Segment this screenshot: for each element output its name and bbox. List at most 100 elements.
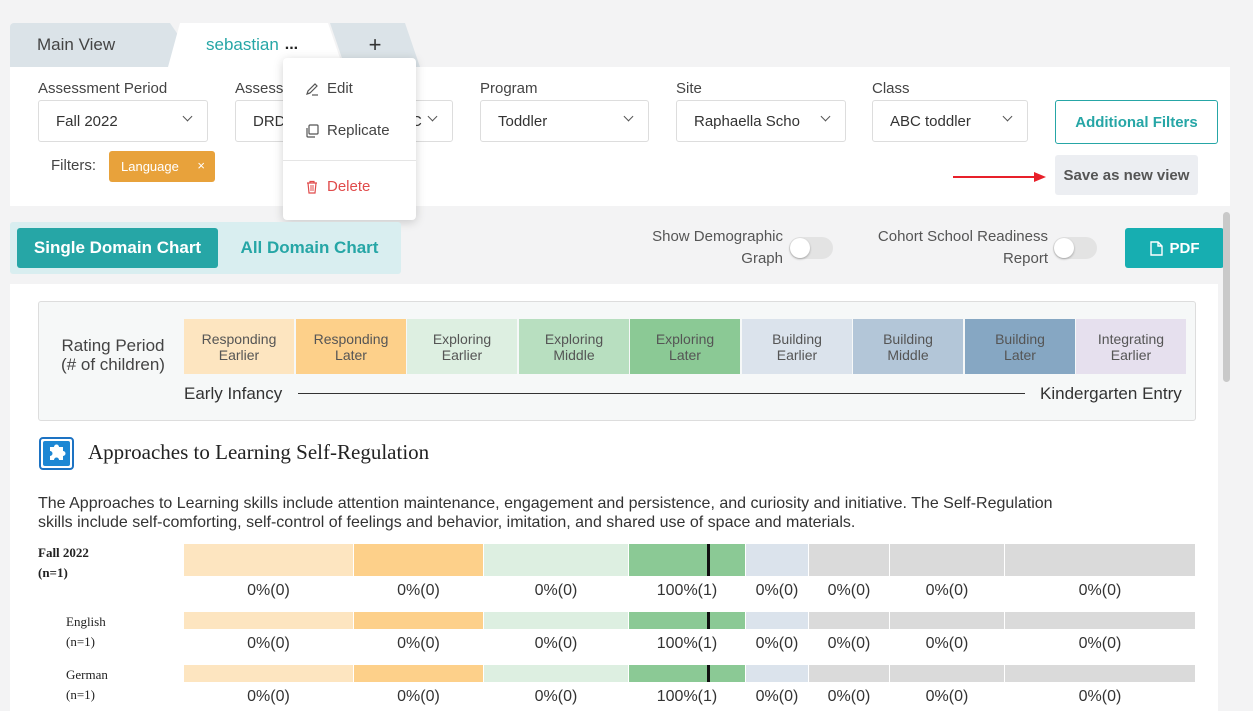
assessment-value: DRD: [253, 112, 286, 130]
bar-segment: [629, 544, 745, 576]
row-name: English: [66, 614, 106, 629]
language-filter-chip: Language ×: [109, 151, 215, 182]
program-select[interactable]: Toddler: [480, 100, 649, 142]
chevron-down-icon: [182, 111, 193, 122]
legend-cell: Responding Later: [296, 319, 406, 374]
domain-description: The Approaches to Learning skills includ…: [38, 494, 1208, 532]
score-marker: [707, 544, 710, 576]
percent-label: 0%(0): [755, 635, 799, 652]
legend-cell-line2: Earlier: [1110, 346, 1152, 363]
assessment-value-tail: C: [411, 112, 422, 130]
legend-cell-line1: Building: [772, 330, 822, 347]
bar-segment: [184, 612, 353, 629]
bar-segment: [746, 612, 808, 629]
legend-cell-line1: Responding: [201, 330, 277, 347]
legend-cell: Exploring Later: [630, 319, 740, 374]
bar-segment: [1005, 665, 1195, 682]
percent-label: 0%(0): [827, 635, 871, 652]
demographic-graph-toggle[interactable]: [789, 237, 833, 259]
legend-cell-line2: Middle: [887, 346, 929, 363]
chevron-down-icon: [820, 111, 831, 122]
demographic-toggle-label: Show Demographic Graph: [620, 226, 783, 270]
assessment-period-value: Fall 2022: [56, 112, 118, 130]
save-as-new-view-button[interactable]: Save as new view: [1055, 155, 1198, 195]
site-select[interactable]: Raphaella Scho: [676, 100, 846, 142]
legend-end-label: Kindergarten Entry: [1040, 384, 1182, 403]
trash-icon: [307, 180, 317, 194]
legend-cell: Responding Earlier: [184, 319, 294, 374]
percent-label: 100%(1): [656, 688, 718, 705]
percent-label: 0%(0): [534, 635, 578, 652]
domain-description-line2: skills include self-comforting, self-con…: [38, 514, 856, 531]
row-label: English (n=1): [66, 612, 106, 652]
score-marker: [707, 612, 710, 629]
legend-cell-line2: Earlier: [441, 346, 483, 363]
percent-label: 100%(1): [656, 635, 718, 652]
rating-period-line2: (# of children): [61, 355, 165, 374]
tab-options-menu: Edit Replicate Delete: [283, 58, 416, 220]
bar-segment: [354, 544, 483, 576]
bar-segment: [890, 612, 1004, 629]
bar-segment: [629, 612, 745, 629]
row-label: German (n=1): [66, 665, 108, 705]
tab-sebastian[interactable]: sebastian...: [168, 23, 343, 67]
pencil-icon: [306, 82, 318, 96]
tab-more-icon[interactable]: ...: [284, 36, 299, 53]
program-value: Toddler: [498, 112, 548, 130]
tab-main-view[interactable]: Main View: [10, 23, 200, 67]
cohort-report-toggle[interactable]: [1053, 237, 1097, 259]
bar-segment: [184, 665, 353, 682]
percent-label: 0%(0): [755, 582, 799, 599]
bar-segment: [809, 544, 889, 576]
domain-description-line1: The Approaches to Learning skills includ…: [38, 495, 1053, 512]
chevron-down-icon: [427, 111, 438, 122]
menu-item-replicate[interactable]: Replicate: [305, 122, 390, 139]
assessment-period-select[interactable]: Fall 2022: [38, 100, 208, 142]
legend-cell: Integrating Earlier: [1076, 319, 1186, 374]
legend-cell-line2: Later: [335, 346, 367, 363]
chip-label: Language: [121, 159, 179, 174]
legend-cell: Building Middle: [853, 319, 963, 374]
demographic-label-line2: Graph: [741, 250, 783, 267]
legend-cell-line2: Earlier: [776, 346, 818, 363]
legend-cell-line2: Earlier: [218, 346, 260, 363]
tab-main-label: Main View: [37, 35, 116, 54]
row-count: (n=1): [38, 565, 68, 580]
pdf-button[interactable]: PDF: [1125, 228, 1224, 268]
percent-label: 0%(0): [247, 635, 290, 652]
class-select[interactable]: ABC toddler: [872, 100, 1028, 142]
copy-icon: [306, 123, 319, 138]
menu-item-edit[interactable]: Edit: [305, 80, 353, 97]
class-label: Class: [872, 80, 910, 97]
bar-segment: [809, 612, 889, 629]
bar-segment: [184, 544, 353, 576]
legend-start-label: Early Infancy: [184, 384, 283, 403]
legend-cell: Exploring Middle: [519, 319, 629, 374]
site-value: Raphaella Scho: [694, 112, 800, 130]
class-value: ABC toddler: [890, 112, 971, 130]
bar-segment: [484, 612, 628, 629]
tab-sebastian-label: sebastian: [206, 35, 279, 54]
score-marker: [707, 665, 710, 682]
close-icon[interactable]: ×: [197, 158, 205, 173]
cohort-label-line1: Cohort School Readiness: [877, 228, 1048, 245]
legend-cell-line1: Exploring: [432, 330, 492, 347]
percent-label: 0%(0): [1078, 688, 1122, 705]
single-domain-chart-button[interactable]: Single Domain Chart: [17, 228, 218, 268]
bar-segment: [809, 665, 889, 682]
percent-label: 0%(0): [827, 688, 871, 705]
percent-label: 0%(0): [755, 688, 799, 705]
percent-label: 0%(0): [925, 582, 969, 599]
bar-segment: [484, 665, 628, 682]
all-domain-chart-button[interactable]: All Domain Chart: [240, 238, 379, 257]
menu-item-delete[interactable]: Delete: [305, 178, 370, 195]
bar-segment: [1005, 612, 1195, 629]
scrollbar[interactable]: [1223, 212, 1230, 382]
menu-replicate-label: Replicate: [327, 122, 390, 139]
percent-label: 0%(0): [397, 582, 440, 599]
row-count: (n=1): [66, 634, 95, 649]
legend-cell-line2: Middle: [553, 346, 595, 363]
additional-filters-button[interactable]: Additional Filters: [1055, 100, 1218, 144]
legend-cell-line1: Building: [995, 330, 1045, 347]
bar-segment: [890, 665, 1004, 682]
